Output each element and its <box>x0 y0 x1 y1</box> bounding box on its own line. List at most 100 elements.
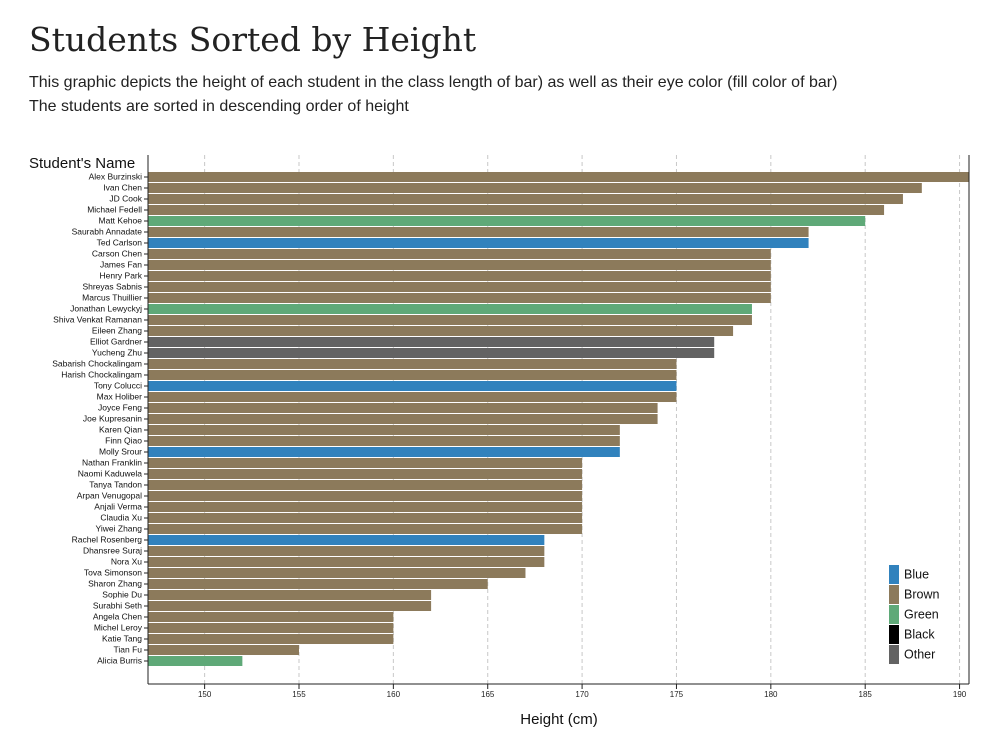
student-name-label: Joyce Feng <box>98 402 142 412</box>
bar <box>148 370 677 380</box>
student-name-label: Tanya Tandon <box>89 479 142 489</box>
student-name-label: Claudia Xu <box>100 512 142 522</box>
x-axis-title: Height (cm) <box>520 711 598 728</box>
bar <box>148 601 432 611</box>
legend-swatch <box>889 565 899 584</box>
bar <box>148 194 903 204</box>
student-name-label: Tony Colucci <box>94 380 142 390</box>
x-tick-label: 165 <box>481 690 495 699</box>
bar <box>148 513 583 523</box>
bar <box>148 304 752 314</box>
student-name-label: Elliot Gardner <box>90 336 142 346</box>
student-name-label: Molly Srour <box>99 446 142 456</box>
student-name-label: Sophie Du <box>102 589 142 599</box>
bar <box>148 491 583 501</box>
legend: Blue Brown Green Black Other <box>889 565 939 664</box>
student-name-label: Rachel Rosenberg <box>72 534 143 544</box>
student-name-label: Matt Kehoe <box>99 215 143 225</box>
x-tick-label: 155 <box>292 690 306 699</box>
bar <box>148 568 526 578</box>
student-name-label: Yiwei Zhang <box>96 523 143 533</box>
bar <box>148 183 922 193</box>
student-name-label: Anjali Verma <box>94 501 142 511</box>
axes: 150 155 160 165 170 175 180 185 190 <box>144 155 970 699</box>
legend-label: Brown <box>904 587 939 601</box>
chart-subtitle: This graphic depicts the height of each … <box>29 71 837 119</box>
chart-title: Students Sorted by Height <box>29 20 477 59</box>
student-name-label: Nora Xu <box>111 556 142 566</box>
student-name-label: Eileen Zhang <box>92 325 142 335</box>
bars <box>148 172 969 666</box>
student-name-label: Marcus Thuillier <box>82 292 142 302</box>
student-name-label: Tova Simonson <box>84 567 142 577</box>
student-name-label: Sabarish Chockalingam <box>52 358 142 368</box>
x-tick-label: 170 <box>575 690 589 699</box>
y-axis-title: Student's Name <box>29 155 135 172</box>
bar <box>148 271 771 281</box>
student-name-label: Jonathan Lewyckyj <box>70 303 142 313</box>
student-name-label: James Fan <box>100 259 142 269</box>
bar <box>148 546 545 556</box>
student-name-label: Harish Chockalingam <box>61 369 142 379</box>
legend-label: Green <box>904 607 939 621</box>
bar <box>148 436 620 446</box>
student-name-label: Shiva Venkat Ramanan <box>53 314 142 324</box>
legend-swatch <box>889 605 899 624</box>
student-name-label: Saurabh Annadate <box>72 226 143 236</box>
bar <box>148 260 771 270</box>
bar <box>148 414 658 424</box>
bar <box>148 590 432 600</box>
bar <box>148 634 394 644</box>
student-name-label: Sharon Zhang <box>88 578 142 588</box>
student-name-label: Henry Park <box>99 270 142 280</box>
legend-swatch <box>889 645 899 664</box>
bar <box>148 524 583 534</box>
student-name-label: Joe Kupresanin <box>83 413 142 423</box>
bar <box>148 623 394 633</box>
bar <box>148 480 583 490</box>
bar <box>148 227 809 237</box>
student-name-label: Alicia Burris <box>97 655 142 665</box>
student-name-label: Naomi Kaduwela <box>78 468 143 478</box>
student-name-label: Ted Carlson <box>97 237 143 247</box>
legend-label: Blue <box>904 567 929 581</box>
x-tick-label: 150 <box>198 690 212 699</box>
student-name-label: Max Holiber <box>97 391 143 401</box>
x-tick-label: 185 <box>859 690 873 699</box>
legend-label: Black <box>904 627 935 641</box>
student-name-label: Surabhi Seth <box>93 600 142 610</box>
student-name-label: Michel Leroy <box>94 622 143 632</box>
legend-swatch <box>889 585 899 604</box>
bar <box>148 249 771 259</box>
bar <box>148 359 677 369</box>
bar <box>148 403 658 413</box>
bar <box>148 469 583 479</box>
student-name-label: JD Cook <box>109 193 142 203</box>
student-name-label: Katie Tang <box>102 633 142 643</box>
student-name-label: Nathan Franklin <box>82 457 142 467</box>
student-name-label: Michael Fedell <box>87 204 142 214</box>
student-name-label: Dhansree Suraj <box>83 545 142 555</box>
bar <box>148 392 677 402</box>
legend-label: Other <box>904 647 935 661</box>
bar <box>148 348 715 358</box>
subtitle-line-2: The students are sorted in descending or… <box>29 98 409 115</box>
legend-swatch <box>889 625 899 644</box>
bar <box>148 557 545 567</box>
bar <box>148 216 866 226</box>
bar <box>148 205 885 215</box>
x-tick-label: 190 <box>953 690 967 699</box>
bar <box>148 502 583 512</box>
bar <box>148 172 969 182</box>
student-name-label: Yucheng Zhu <box>92 347 142 357</box>
student-name-label: Angela Chen <box>93 611 142 621</box>
bar <box>148 238 809 248</box>
student-name-label: Tian Fu <box>113 644 142 654</box>
bar <box>148 645 299 655</box>
bar <box>148 337 715 347</box>
bar <box>148 315 752 325</box>
student-name-label: Finn Qiao <box>105 435 142 445</box>
bar <box>148 535 545 545</box>
